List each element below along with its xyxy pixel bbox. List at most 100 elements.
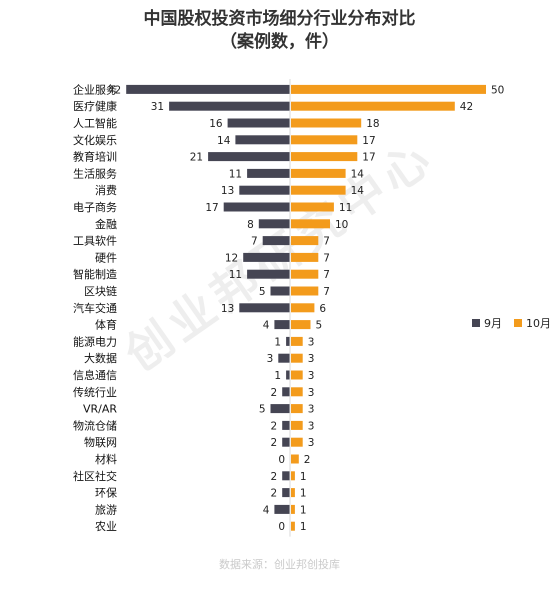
value-label-oct: 7 [323,269,330,281]
value-label-oct: 5 [316,320,323,332]
value-label-sep: 13 [221,303,234,315]
category-label: 智能制造 [73,267,117,281]
value-label-oct: 7 [323,236,330,248]
value-label-oct: 11 [339,202,352,214]
value-label-sep: 11 [229,269,242,281]
bar-sep [247,269,290,279]
bar-oct [291,404,303,414]
bar-oct [291,269,319,279]
value-label-sep: 2 [271,437,278,449]
value-label-sep: 0 [278,454,285,466]
value-label-oct: 7 [323,252,330,264]
category-label: 教育培训 [73,150,117,164]
value-label-oct: 17 [362,135,375,147]
value-label-sep: 12 [225,252,238,264]
bar-oct [291,521,295,531]
bar-oct [291,202,334,212]
bar-oct [291,471,295,481]
chart-title: 中国股权投资市场细分行业分布对比 [143,9,416,29]
legend-label-oct: 10月 [526,317,551,330]
bar-oct [291,286,319,296]
value-label-oct: 2 [304,454,311,466]
category-label: 汽车交通 [73,301,117,315]
value-label-oct: 1 [300,504,307,516]
value-label-sep: 14 [217,135,231,147]
category-label: 材料 [95,452,117,466]
bar-oct [291,152,358,162]
chart-subtitle: （案例数，件） [220,32,339,52]
value-label-sep: 2 [271,488,278,500]
category-label: 物流仓储 [73,418,117,432]
bar-sep [243,252,290,262]
bar-oct [291,303,315,313]
category-label: 信息通信 [73,368,117,382]
bar-sep [227,118,290,128]
bar-sep [274,504,290,514]
bar-oct [291,437,303,447]
category-label: 环保 [95,486,117,500]
bar-sep [270,286,290,296]
value-label-oct: 3 [308,353,315,365]
bar-sep [270,404,290,414]
category-label: 工具软件 [73,234,117,248]
value-label-oct: 3 [308,387,315,399]
value-label-oct: 14 [351,168,365,180]
bar-sep [282,420,290,430]
value-label-sep: 21 [190,152,203,164]
bar-oct [291,118,362,128]
value-label-oct: 7 [323,286,330,298]
value-label-sep: 2 [271,471,278,483]
value-label-sep: 2 [271,420,278,432]
value-label-sep: 1 [274,370,281,382]
category-label: 农业 [95,519,117,533]
value-label-sep: 16 [209,118,223,130]
category-label: 区块链 [84,284,117,298]
legend-swatch-sep [472,319,480,327]
category-label: 社区社交 [73,469,117,483]
value-label-oct: 18 [366,118,379,130]
category-label: 金融 [95,217,117,231]
value-label-oct: 1 [300,471,307,483]
category-label: 传统行业 [73,386,117,399]
category-label: 物联网 [84,435,117,449]
bar-oct [291,168,346,178]
bar-sep [258,219,290,229]
value-label-oct: 3 [308,370,315,382]
value-label-sep: 8 [247,219,254,231]
category-label: 文化娱乐 [73,133,117,147]
value-label-sep: 1 [274,336,281,348]
bar-oct [291,488,295,498]
bar-sep [282,488,290,498]
value-label-sep: 17 [205,202,218,214]
bar-oct [291,387,303,397]
category-label: 消费 [95,183,117,197]
bar-sep [235,135,290,145]
bar-sep [282,471,290,481]
value-label-sep: 11 [229,168,242,180]
value-label-oct: 3 [308,404,315,416]
bar-sep [247,168,290,178]
bar-oct [291,219,330,229]
chart-title-block: 中国股权投资市场细分行业分布对比 （案例数，件） [0,8,559,54]
bar-sep [282,387,290,397]
category-label: 电子商务 [73,200,117,214]
bar-sep [262,236,290,246]
bar-sep [223,202,290,212]
value-label-sep: 0 [278,521,285,533]
value-label-sep: 4 [263,504,270,516]
value-label-sep: 4 [263,320,270,332]
value-label-oct: 1 [300,521,307,533]
category-label: 体育 [95,318,117,332]
bar-sep [286,370,290,380]
value-label-oct: 6 [319,303,326,315]
value-label-sep: 2 [271,387,278,399]
bar-oct [291,353,303,363]
bar-oct [291,185,346,195]
bar-sep [208,152,290,162]
bar-sep [286,336,290,346]
value-label-oct: 14 [351,185,365,197]
category-label: 生活服务 [73,166,117,180]
legend-swatch-oct [514,319,522,327]
value-label-sep: 3 [267,353,274,365]
bar-sep [239,303,290,313]
